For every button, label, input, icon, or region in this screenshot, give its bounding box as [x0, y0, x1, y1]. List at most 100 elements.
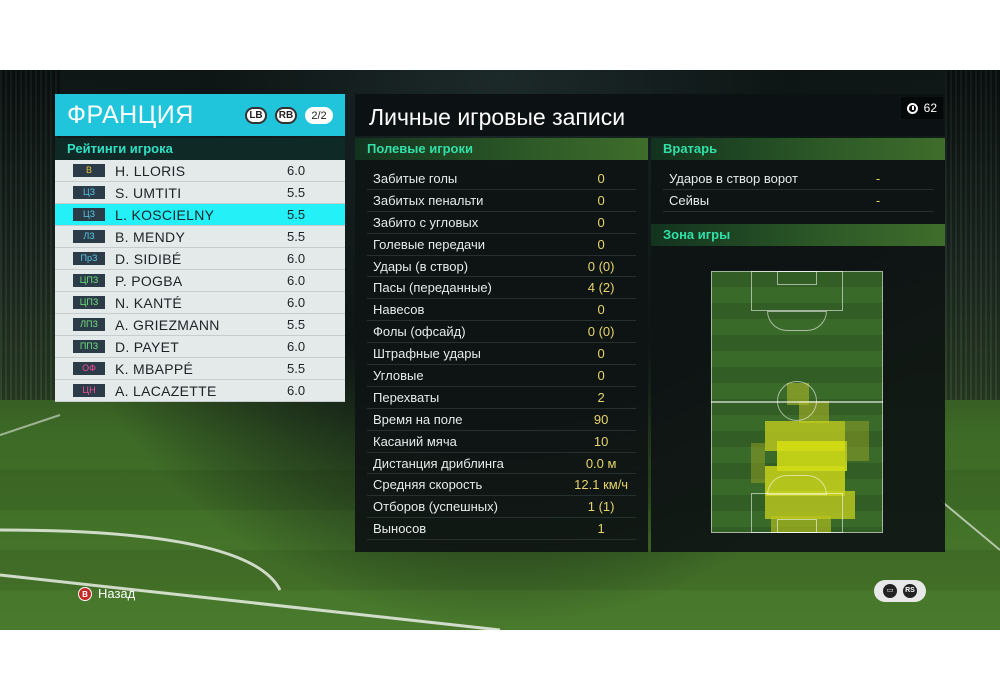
position-badge: ЦПЗ: [73, 296, 105, 309]
position-badge: ОФ: [73, 362, 105, 375]
player-row[interactable]: ЛПЗ A. GRIEZMANN 5.5: [55, 314, 345, 336]
stat-label: Дистанция дриблинга: [373, 455, 504, 471]
player-rating: 6.0: [287, 273, 306, 288]
back-label: Назад: [98, 586, 136, 601]
pitch-marking: [777, 381, 817, 421]
stat-value: 90: [593, 411, 609, 427]
player-name: S. UMTITI: [115, 184, 182, 201]
player-row[interactable]: ЦЗ S. UMTITI 5.5: [55, 182, 345, 204]
game-screen: ФРАНЦИЯ LB RB 2/2 Рейтинги игрока В H. LL…: [0, 70, 1000, 630]
stat-label: Перехваты: [373, 389, 440, 405]
player-name: N. KANTÉ: [115, 294, 182, 311]
stat-row: Перехваты 2: [367, 387, 636, 409]
stat-value: 10: [593, 433, 609, 449]
stat-label: Штрафные удары: [373, 346, 481, 362]
stat-label: Угловые: [373, 367, 424, 383]
gk-stat-value: -: [875, 193, 881, 208]
stat-label: Время на поле: [373, 411, 463, 427]
stat-label: Выносов: [373, 521, 427, 537]
stat-row: Фолы (офсайд) 0 (0): [367, 321, 636, 344]
stat-value: 0 (0): [587, 324, 615, 340]
stat-value: 0: [597, 367, 605, 383]
goalkeeper-title: Вратарь: [651, 138, 945, 160]
lb-button[interactable]: LB: [245, 107, 267, 124]
stat-label: Фолы (офсайд): [373, 324, 466, 340]
stat-row: Касаний мяча 10: [367, 431, 636, 453]
stat-row: Штрафные удары 0: [367, 343, 636, 366]
stat-row: Пасы (переданные) 4 (2): [367, 277, 636, 300]
team-name: ФРАНЦИЯ: [67, 100, 194, 129]
rb-button[interactable]: RB: [275, 107, 297, 124]
player-row[interactable]: ЛЗ B. MENDY 5.5: [55, 226, 345, 248]
stat-value: 4 (2): [587, 280, 615, 296]
stat-row: Время на поле 90: [367, 409, 636, 431]
gk-stat-label: Ударов в створ ворот: [669, 171, 798, 186]
stat-label: Голевые передачи: [373, 236, 486, 252]
player-name: A. LACAZETTE: [115, 382, 217, 399]
ratings-section-title: Рейтинги игрока: [55, 138, 345, 160]
player-rating: 6.0: [287, 339, 306, 354]
chat-icon: ▭: [883, 584, 897, 598]
stat-row: Забитые голы 0: [367, 168, 636, 190]
pitch-lines: [0, 414, 1000, 630]
stat-value: 0.0 м: [585, 455, 617, 471]
player-name: P. POGBA: [115, 272, 183, 289]
stat-value: 2: [597, 389, 605, 405]
stats-list: Забитые голы 0 Забитых пенальти 0 Забито с у…: [355, 168, 648, 541]
player-name: K. MBAPPÉ: [115, 360, 194, 377]
heatmap-cell: [751, 443, 765, 483]
player-name: A. GRIEZMANN: [115, 316, 220, 333]
player-name: L. KOSCIELNY: [115, 206, 215, 223]
heatmap-stripe: [711, 335, 883, 351]
position-badge: ЦЗ: [73, 208, 105, 221]
player-row[interactable]: ППЗ D. PAYET 6.0: [55, 336, 345, 358]
position-badge: В: [73, 164, 105, 177]
player-rating: 5.5: [287, 207, 306, 222]
player-row[interactable]: ЦПЗ N. KANTÉ 6.0: [55, 292, 345, 314]
stadium-crowd-left: [0, 70, 60, 400]
player-rating: 6.0: [287, 295, 306, 310]
player-row[interactable]: ПрЗ D. SIDIBÉ 6.0: [55, 248, 345, 270]
stadium-crowd-right: [945, 70, 1000, 400]
stat-value: 12.1 км/ч: [574, 477, 629, 493]
back-button[interactable]: B Назад: [78, 586, 135, 601]
stat-label: Средняя скорость: [373, 477, 483, 493]
player-ratings-panel: ФРАНЦИЯ LB RB 2/2 Рейтинги игрока В H. LL…: [55, 94, 345, 402]
player-row[interactable]: ЦЗ L. KOSCIELNY 5.5: [55, 204, 345, 226]
stat-value: 0: [597, 346, 605, 362]
stat-row: Угловые 0: [367, 365, 636, 387]
stat-row: Отборов (успешных) 1 (1): [367, 496, 636, 519]
gk-stat-row: Ударов в створ ворот -: [663, 168, 933, 190]
stat-row: Забито с угловых 0: [367, 212, 636, 234]
player-rating: 5.5: [287, 185, 306, 200]
position-badge: ЦН: [73, 384, 105, 397]
stat-value: 1 (1): [587, 499, 615, 515]
goalkeeper-section: Вратарь Ударов в створ ворот - Сейвы - Зона…: [651, 138, 945, 552]
stat-label: Отборов (успешных): [373, 499, 498, 515]
player-row[interactable]: ОФ K. MBAPPÉ 5.5: [55, 358, 345, 380]
stat-value: 0: [597, 302, 605, 318]
player-rating: 5.5: [287, 317, 306, 332]
stat-label: Забитые голы: [373, 170, 458, 186]
stat-row: Голевые передачи 0: [367, 234, 636, 256]
goalkeeper-stats-list: Ударов в створ ворот - Сейвы -: [651, 168, 945, 212]
stat-row: Средняя скорость 12.1 км/ч: [367, 474, 636, 497]
stat-value: 0 (0): [587, 258, 615, 274]
player-name: D. PAYET: [115, 338, 180, 355]
stat-row: Выносов 1: [367, 518, 636, 541]
player-name: H. LLORIS: [115, 162, 186, 179]
controller-hints[interactable]: ▭ RS: [874, 580, 926, 602]
play-zone-heatmap: [711, 271, 883, 533]
player-row[interactable]: В H. LLORIS 6.0: [55, 160, 345, 182]
team-header: ФРАНЦИЯ LB RB 2/2: [55, 94, 345, 136]
match-timer: 62: [900, 97, 943, 119]
stat-row: Дистанция дриблинга 0.0 м: [367, 453, 636, 475]
player-row[interactable]: ЦПЗ P. POGBA 6.0: [55, 270, 345, 292]
heatmap-cell: [765, 491, 855, 519]
pitch-marking: [777, 271, 817, 285]
stat-value: 0: [597, 170, 605, 186]
stat-label: Забитых пенальти: [373, 192, 484, 208]
position-badge: ЛПЗ: [73, 318, 105, 331]
player-row[interactable]: ЦН A. LACAZETTE 6.0: [55, 380, 345, 402]
stat-label: Пасы (переданные): [373, 280, 492, 296]
